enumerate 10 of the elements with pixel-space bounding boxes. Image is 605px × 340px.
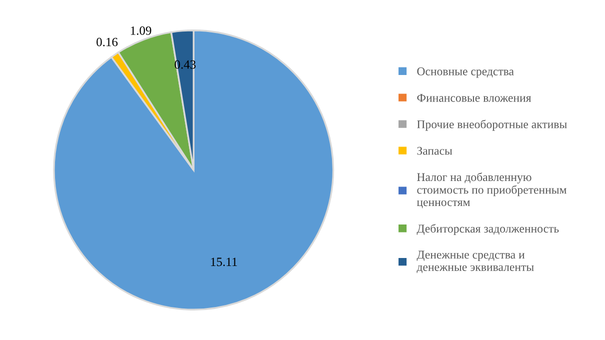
legend-label: Денежные средства и денежные эквиваленты [416,250,534,274]
legend-label: Запасы [417,146,452,155]
legend-label: Налог на добавленную стоимость по приобретенным ценностям [416,172,566,208]
data-label: 0.16 [96,38,118,46]
data-label: 15.11 [211,258,237,266]
legend-label: Основные средства [417,67,514,78]
legend-label: Финансовые вложения [417,94,532,102]
legend-label: Дебиторская задолженность [416,224,559,235]
data-label: 1.09 [130,26,152,35]
legend-label: Прочие внеоборотные активы [417,120,567,131]
